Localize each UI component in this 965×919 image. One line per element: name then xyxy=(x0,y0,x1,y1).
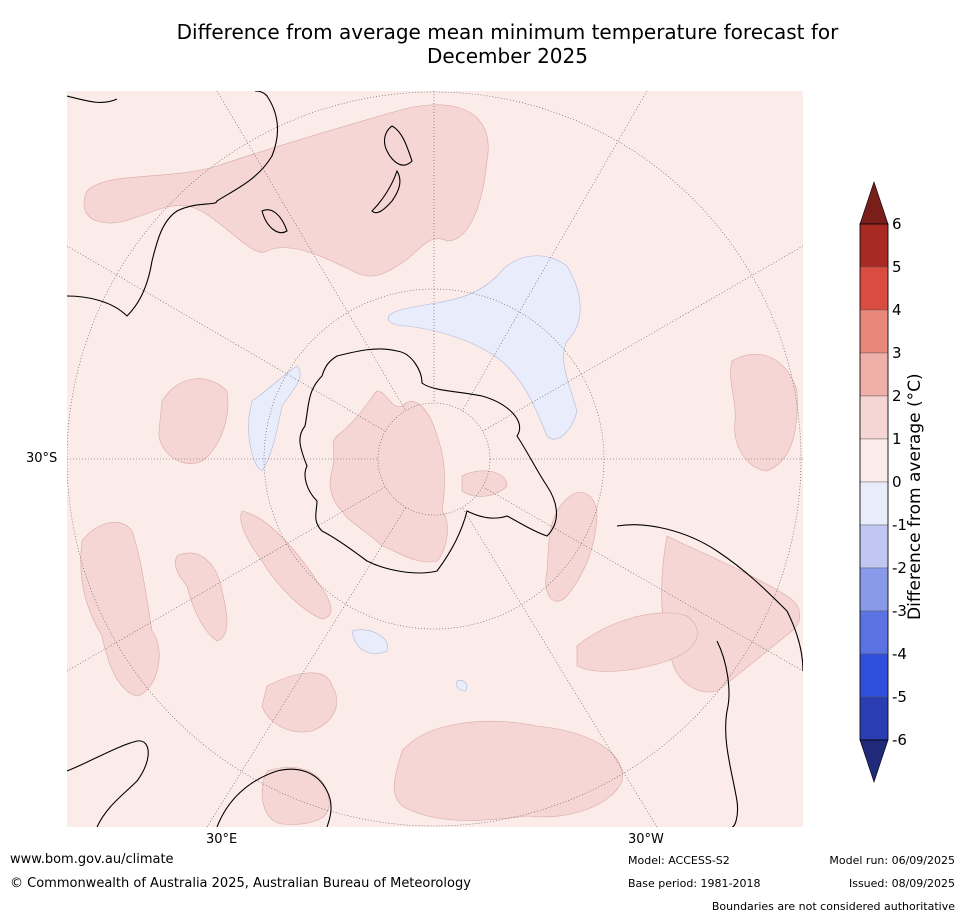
warm-anomaly-areas xyxy=(80,104,800,825)
warm-area-tasman xyxy=(83,104,489,277)
warm-area-indian-ocean xyxy=(158,378,229,464)
colorbar-segment xyxy=(859,223,889,268)
colorbar-tick-label: -3 xyxy=(892,602,907,620)
colorbar-tick-label: 2 xyxy=(892,387,902,405)
colorbar-overflow-low xyxy=(859,739,889,783)
colorbar-label: Difference from average (°C) xyxy=(905,373,925,620)
warm-area-antarctica xyxy=(329,390,448,563)
warm-area-small-1 xyxy=(175,552,228,642)
cool-area-tiny xyxy=(456,680,468,692)
map-title: Difference from average mean minimum tem… xyxy=(0,20,965,68)
colorbar-segment xyxy=(859,567,889,612)
coastlines xyxy=(67,91,803,827)
footer-base-period: Base period: 1981-2018 xyxy=(628,877,761,890)
warm-area-bottom xyxy=(393,721,623,821)
coastline-new-zealand-south xyxy=(371,169,401,214)
warm-area-south-central xyxy=(261,672,338,733)
footer-disclaimer: Boundaries are not considered authoritat… xyxy=(711,900,955,913)
warm-area-weddell xyxy=(461,470,508,497)
coastline-africa xyxy=(67,740,332,827)
coastline-australia xyxy=(67,91,278,317)
colorbar-segment xyxy=(859,352,889,397)
cool-anomaly-areas xyxy=(248,255,581,692)
colorbar-tick-label: 6 xyxy=(892,215,902,233)
coastline-antarctica xyxy=(299,348,557,574)
warm-area-far-east xyxy=(730,353,798,472)
colorbar-segment xyxy=(859,481,889,526)
warm-area-east-pacific xyxy=(545,492,598,602)
meridian-nw xyxy=(216,91,407,412)
meridian-wsw xyxy=(67,486,386,672)
colorbar-tick-label: 1 xyxy=(892,430,902,448)
colorbar-tick-label: 5 xyxy=(892,258,902,276)
footer-model-run: Model run: 06/09/2025 xyxy=(829,854,955,867)
meridian-se xyxy=(461,506,658,827)
footer-website[interactable]: www.bom.gov.au/climate xyxy=(10,852,174,867)
colorbar-segment xyxy=(859,696,889,741)
lon-label-30w: 30°W xyxy=(628,832,664,847)
cool-area-small-south xyxy=(351,629,388,654)
coastline-south-america xyxy=(616,524,803,827)
colorbar-overflow-high xyxy=(859,181,889,225)
warm-area-mid-south xyxy=(576,612,698,672)
title-line-1: Difference from average mean minimum tem… xyxy=(176,20,839,44)
footer-model: Model: ACCESS-S2 xyxy=(628,854,730,867)
colorbar-segment xyxy=(859,309,889,354)
colorbar-tick-label: 0 xyxy=(892,473,902,491)
coastline-new-zealand-north xyxy=(383,125,413,166)
cool-area-indian xyxy=(248,365,301,472)
footer-issued: Issued: 08/09/2025 xyxy=(848,877,955,890)
colorbar-segment xyxy=(859,653,889,698)
colorbar-tick-label: -2 xyxy=(892,559,907,577)
colorbar-outline xyxy=(859,223,889,741)
warm-area-diagonal-1 xyxy=(240,510,332,620)
forecast-map xyxy=(67,91,803,827)
colorbar-tick-label: -1 xyxy=(892,516,907,534)
warm-area-south-atlantic-west xyxy=(80,522,160,697)
lon-label-30e: 30°E xyxy=(206,832,238,847)
colorbar-tick-label: -4 xyxy=(892,645,907,663)
colorbar xyxy=(859,181,889,783)
colorbar-segment xyxy=(859,438,889,483)
colorbar-segment xyxy=(859,395,889,440)
colorbar-tick-label: 3 xyxy=(892,344,902,362)
colorbar-segment xyxy=(859,610,889,655)
lat-label-30s: 30°S xyxy=(26,451,58,466)
colorbar-tick-label: 4 xyxy=(892,301,902,319)
title-line-2: December 2025 xyxy=(427,44,588,68)
warm-area-bottom-left xyxy=(261,767,330,825)
colorbar-segment xyxy=(859,524,889,569)
footer-copyright: © Commonwealth of Australia 2025, Austra… xyxy=(10,876,471,891)
colorbar-tick-label: -5 xyxy=(892,688,907,706)
meridian-wnw xyxy=(67,245,386,432)
coastline-tasmania xyxy=(261,209,288,234)
colorbar-tick-label: -6 xyxy=(892,731,907,749)
cool-area-ross-sea xyxy=(387,255,581,440)
graticule xyxy=(67,91,803,827)
colorbar-segment xyxy=(859,266,889,311)
